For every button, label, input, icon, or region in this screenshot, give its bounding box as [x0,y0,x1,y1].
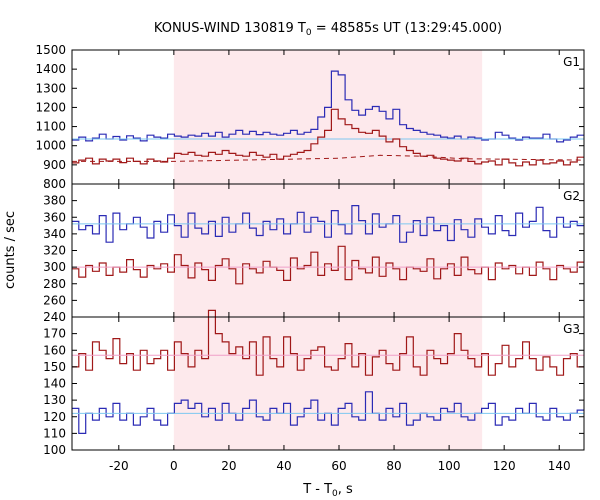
panel-G2-ytick-label-3: 300 [43,260,66,274]
panel-G3-ytick-label-1: 110 [43,426,66,440]
chart-title: KONUS-WIND 130819 T0 = 48585s UT (13:29:… [154,21,502,38]
x-tick-label-8: 140 [548,459,571,473]
panel-G3-series-0 [72,309,584,376]
panel-G3-ytick-label-2: 120 [43,410,66,424]
x-tick-label-2: 20 [221,459,236,473]
x-tick-label-5: 80 [386,459,401,473]
panel-G2-series-1 [72,245,584,285]
panel-G2-ytick-label-6: 360 [43,210,66,224]
panel-G3-ytick-label-6: 160 [43,343,66,357]
x-tick-label-3: 40 [276,459,291,473]
panel-label-G2: G2 [563,189,580,203]
panel-label-G1: G1 [563,55,580,69]
panel-G1-series-0 [72,70,584,143]
panel-G1-fit-1 [72,154,585,162]
plot-area: 800900100011001200130014001500G124026028… [35,43,585,473]
panel-G2-ytick-label-4: 320 [43,244,66,258]
panel-G2-ytick-label-1: 260 [43,293,66,307]
panel-G2-ytick-label-5: 340 [43,227,66,241]
panel-G3-ytick-label-5: 150 [43,360,66,374]
panel-G1-ytick-label-6: 1400 [35,62,66,76]
panel-G3-ytick-label-7: 170 [43,327,66,341]
panel-G1-ytick-label-5: 1300 [35,81,66,95]
panel-G1-ytick-label-7: 1500 [35,43,66,57]
x-tick-label-6: 100 [438,459,461,473]
x-tick-label-4: 60 [331,459,346,473]
panel-G1-ytick-label-1: 900 [43,158,66,172]
x-tick-label-1: 0 [170,459,178,473]
panel-G1-ytick-label-2: 1000 [35,139,66,153]
panel-G1-ytick-label-3: 1100 [35,120,66,134]
panel-G1-ytick-label-4: 1200 [35,100,66,114]
x-tick-label-0: -20 [109,459,129,473]
panel-G3-ytick-label-0: 100 [43,443,66,457]
panel-G1-series-1 [72,108,584,167]
panel-G3-ytick-label-4: 140 [43,377,66,391]
panel-G1-ytick-label-0: 800 [43,177,66,191]
x-tick-label-7: 120 [493,459,516,473]
shaded-interval [173,50,483,450]
panel-G2-ytick-label-7: 380 [43,194,66,208]
panel-G3-ytick-label-3: 130 [43,393,66,407]
panel-G2-ytick-label-0: 240 [43,310,66,324]
panel-G2-series-0 [72,205,584,243]
panel-label-G3: G3 [563,322,580,336]
x-axis-label: T - T0, s [302,482,353,499]
panel-G2-ytick-label-2: 280 [43,277,66,291]
y-axis-label: counts / sec [3,211,18,289]
